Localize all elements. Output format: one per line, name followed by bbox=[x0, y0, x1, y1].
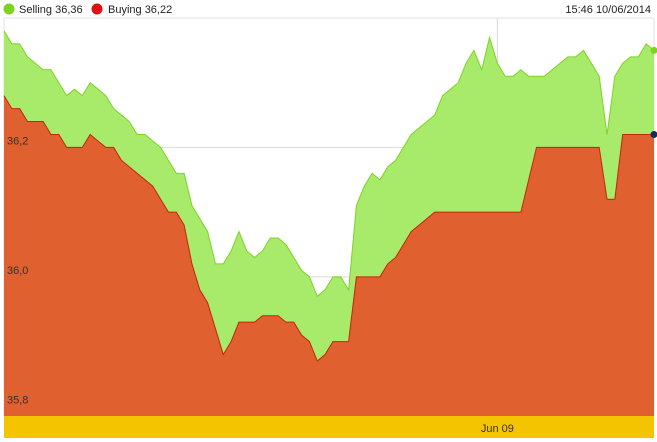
buying-legend-label: Buying 36,22 bbox=[108, 4, 172, 16]
y-tick-label: 35,8 bbox=[7, 394, 28, 406]
time-axis-bar bbox=[4, 416, 654, 438]
selling-legend-label: Selling 36,36 bbox=[19, 4, 83, 16]
x-tick-label: Jun 09 bbox=[481, 423, 514, 435]
y-tick-label: 36,2 bbox=[7, 135, 28, 147]
area-series bbox=[3, 30, 655, 416]
y-axis-ticks: 35,8 36,0 36,2 bbox=[7, 135, 28, 406]
y-tick-label: 36,0 bbox=[7, 265, 28, 277]
selling-line bbox=[3, 30, 655, 298]
chart-header: Selling 36,36 Buying 36,22 15:46 10/06/2… bbox=[3, 3, 651, 16]
last-value-markers bbox=[650, 46, 657, 138]
buying-line bbox=[3, 95, 654, 362]
buying-last-value-dot bbox=[650, 130, 657, 138]
buying-legend-marker bbox=[91, 3, 103, 15]
x-axis-ticks: Jun 09 bbox=[481, 423, 514, 435]
buying-area bbox=[4, 95, 654, 416]
selling-legend-marker bbox=[3, 3, 15, 15]
selling-last-value-dot bbox=[650, 46, 657, 54]
chart-timestamp: 15:46 10/06/2014 bbox=[565, 4, 651, 16]
